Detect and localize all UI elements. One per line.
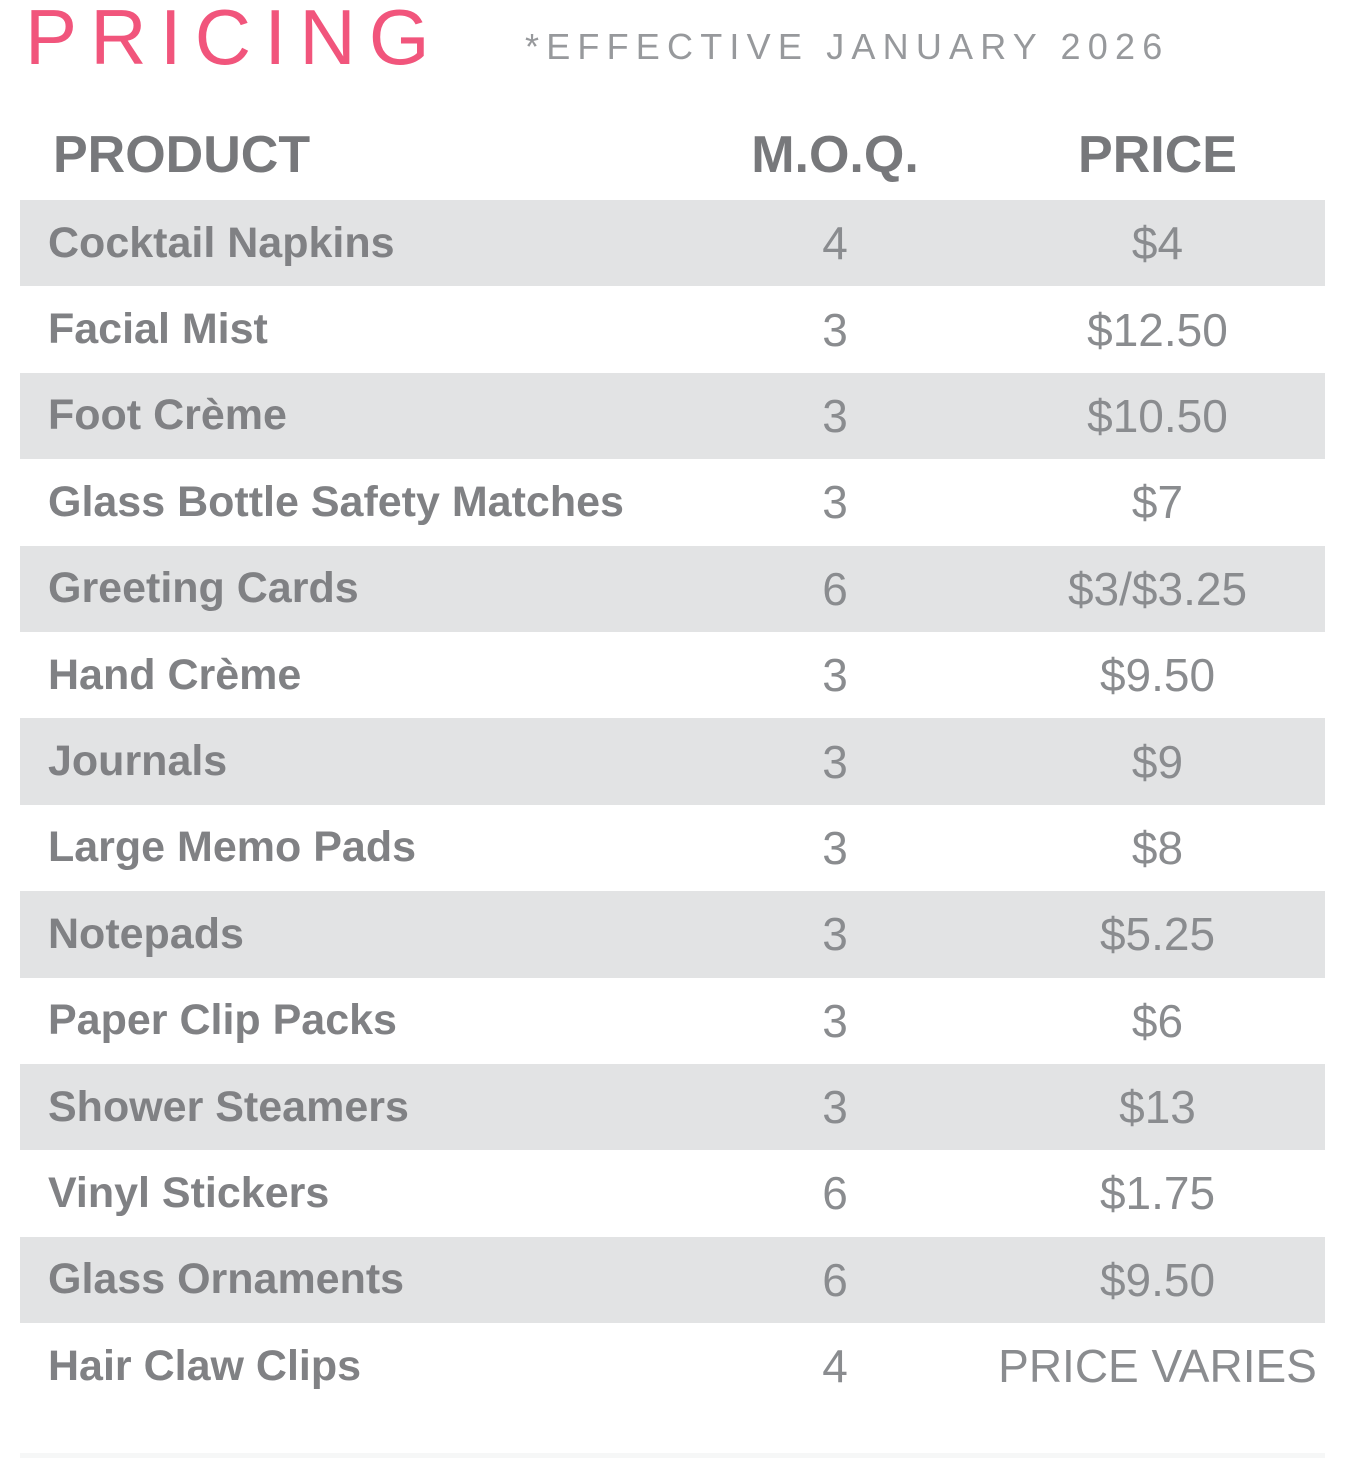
moq-value: 3 — [822, 735, 848, 788]
moq-value: 3 — [822, 908, 848, 961]
table-row: Hand Crème 3 $9.50 — [20, 632, 1325, 718]
table-row: Greeting Cards 6 $3/$3.25 — [20, 545, 1325, 632]
moq-value: 4 — [822, 1340, 848, 1393]
page-title: PRICING — [25, 0, 443, 81]
cropped-next-row-edge — [20, 1453, 1325, 1458]
table-row: Large Memo Pads 3 $8 — [20, 805, 1325, 891]
product-name: Foot Crème — [48, 391, 287, 440]
price-value: $10.50 — [1087, 389, 1228, 442]
moq-value: 3 — [822, 994, 848, 1047]
price-value: $9 — [1131, 735, 1184, 788]
table-row: Shower Steamers 3 $13 — [20, 1063, 1325, 1151]
table-row: Hair Claw Clips 4 PRICE VARIES — [20, 1323, 1325, 1409]
price-value: $6 — [1131, 994, 1184, 1047]
moq-value: 3 — [822, 1081, 848, 1134]
column-header-product: PRODUCT — [53, 126, 311, 184]
product-name: Glass Bottle Safety Matches — [48, 477, 624, 526]
moq-value: 3 — [822, 821, 848, 874]
pricing-table: PRODUCT M.O.Q. PRICE Cocktail Napkins 4 $4… — [0, 123, 1358, 1409]
table-row: Paper Clip Packs 3 $6 — [20, 978, 1325, 1064]
moq-value: 3 — [822, 649, 848, 702]
price-value: PRICE VARIES — [998, 1340, 1317, 1393]
moq-value: 3 — [822, 303, 848, 356]
price-value: $9.50 — [1099, 1253, 1216, 1306]
moq-value: 6 — [822, 1253, 848, 1306]
product-name: Hand Crème — [48, 650, 302, 699]
moq-value: 3 — [822, 476, 848, 529]
price-value: $12.50 — [1087, 303, 1228, 356]
product-name: Hair Claw Clips — [48, 1341, 362, 1390]
product-name: Cocktail Napkins — [48, 218, 395, 267]
table-row: Glass Bottle Safety Matches 3 $7 — [20, 459, 1325, 545]
column-header-price: PRICE — [1078, 126, 1237, 184]
price-value: $9.50 — [1099, 649, 1216, 702]
column-header-moq: M.O.Q. — [751, 126, 919, 184]
effective-date-note: *EFFECTIVE JANUARY 2026 — [525, 26, 1170, 67]
product-name: Facial Mist — [48, 305, 268, 354]
table-row: Glass Ornaments 6 $9.50 — [20, 1236, 1325, 1324]
table-row: Facial Mist 3 $12.50 — [20, 286, 1325, 372]
table-body: Cocktail Napkins 4 $4 Facial Mist 3 $12.50 Foo… — [0, 200, 1358, 1409]
moq-value: 3 — [822, 389, 848, 442]
moq-value: 6 — [822, 1167, 848, 1220]
table-header-row: PRODUCT M.O.Q. PRICE — [20, 123, 1325, 187]
price-value: $13 — [1119, 1081, 1196, 1134]
product-name: Paper Clip Packs — [48, 996, 397, 1045]
price-value: $5.25 — [1099, 908, 1216, 961]
price-value: $3/$3.25 — [1067, 562, 1248, 615]
moq-value: 6 — [822, 562, 848, 615]
table-row: Foot Crème 3 $10.50 — [20, 372, 1325, 460]
price-value: $8 — [1131, 821, 1184, 874]
product-name: Large Memo Pads — [48, 823, 416, 872]
product-name: Notepads — [48, 909, 244, 958]
product-name: Greeting Cards — [48, 564, 359, 613]
price-value: $1.75 — [1099, 1167, 1216, 1220]
product-name: Journals — [48, 737, 228, 786]
price-value: $4 — [1131, 217, 1184, 270]
price-value: $7 — [1131, 476, 1184, 529]
table-row: Cocktail Napkins 4 $4 — [20, 200, 1325, 287]
table-row: Journals 3 $9 — [20, 718, 1325, 805]
product-name: Glass Ornaments — [48, 1255, 405, 1304]
table-row: Vinyl Stickers 6 $1.75 — [20, 1150, 1325, 1236]
product-name: Vinyl Stickers — [48, 1168, 330, 1217]
product-name: Shower Steamers — [48, 1082, 409, 1131]
table-row: Notepads 3 $5.25 — [20, 891, 1325, 978]
moq-value: 4 — [822, 217, 848, 270]
